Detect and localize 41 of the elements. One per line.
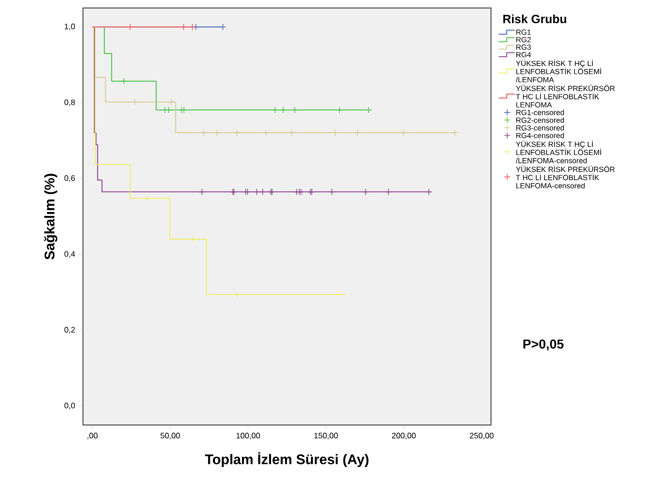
point [426, 188, 432, 196]
point [220, 24, 226, 30]
point [253, 188, 260, 196]
point [120, 78, 128, 84]
text: P>0,05 [523, 339, 564, 351]
legend-title: Risk Grubu [503, 14, 566, 24]
point [272, 106, 278, 114]
point [293, 188, 300, 196]
point [144, 194, 150, 202]
point [188, 24, 196, 30]
point [200, 129, 208, 136]
point [291, 106, 298, 114]
point [362, 188, 369, 196]
point [365, 106, 372, 114]
x-axis-title: Toplam İzlem Süresi (Ay) [205, 452, 368, 468]
point [242, 188, 250, 196]
point [296, 188, 303, 196]
point [288, 129, 296, 136]
point [162, 106, 168, 114]
point [328, 188, 336, 196]
point [259, 188, 266, 196]
point [165, 106, 172, 114]
point [234, 129, 240, 136]
point [126, 24, 134, 30]
point [132, 98, 138, 106]
point [214, 129, 220, 136]
point [336, 106, 343, 114]
point [190, 236, 196, 243]
point [180, 24, 187, 30]
point [354, 129, 361, 136]
point [280, 106, 287, 114]
point [198, 188, 206, 196]
point [168, 98, 175, 106]
point [332, 129, 338, 136]
point [385, 188, 392, 196]
point [262, 129, 270, 136]
point [400, 129, 407, 136]
point [452, 129, 458, 136]
point [244, 188, 251, 196]
y-axis-title: Sağkalım (%) [44, 174, 58, 260]
point [234, 291, 240, 298]
